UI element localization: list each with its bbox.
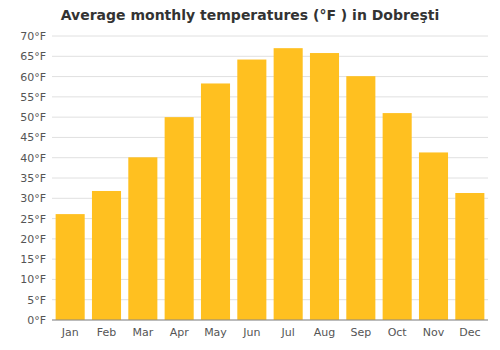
x-tick-label: Jan xyxy=(61,326,79,339)
x-axis-line xyxy=(52,320,488,321)
y-tick-label: 55°F xyxy=(20,91,46,104)
x-tick-label: Jul xyxy=(281,326,295,339)
y-tick-label: 10°F xyxy=(20,273,46,286)
bar xyxy=(383,113,412,320)
x-tick-label: Jun xyxy=(242,326,260,339)
bar xyxy=(56,214,85,320)
bar xyxy=(128,157,157,320)
grid-line xyxy=(52,117,488,118)
bars xyxy=(56,48,485,320)
y-tick-label: 20°F xyxy=(20,233,46,246)
x-tick-label: Dec xyxy=(459,326,480,339)
x-tick-label: Aug xyxy=(314,326,335,339)
y-tick-label: 65°F xyxy=(20,50,46,63)
y-tick-label: 15°F xyxy=(20,253,46,266)
x-tick-label: Apr xyxy=(170,326,190,339)
grid-line xyxy=(52,137,488,138)
bar xyxy=(274,48,303,320)
grid-line xyxy=(52,76,488,77)
chart-container: Average monthly temperatures (°F ) in Do… xyxy=(0,0,500,350)
x-tick-label: Nov xyxy=(423,326,445,339)
x-tick-label: Oct xyxy=(388,326,408,339)
y-tick-label: 25°F xyxy=(20,213,46,226)
y-tick-label: 70°F xyxy=(20,30,46,43)
y-tick-label: 35°F xyxy=(20,172,46,185)
x-tick-label: Mar xyxy=(132,326,153,339)
bar xyxy=(346,76,375,320)
grid xyxy=(52,36,488,320)
grid-line xyxy=(52,36,488,37)
y-tick-label: 60°F xyxy=(20,71,46,84)
y-axis: 0°F 5°F 10°F 15°F 20°F 25°F 30°F 35°F 40°F 45°F 50… xyxy=(20,30,46,327)
x-tick-label: May xyxy=(204,326,227,339)
bar xyxy=(455,193,484,320)
bar xyxy=(165,117,194,320)
y-tick-label: 30°F xyxy=(20,192,46,205)
grid-line xyxy=(52,56,488,57)
y-tick-label: 0°F xyxy=(27,314,46,327)
y-tick-label: 45°F xyxy=(20,131,46,144)
y-tick-label: 40°F xyxy=(20,152,46,165)
bar xyxy=(310,53,339,320)
bar xyxy=(237,60,266,320)
x-tick-label: Feb xyxy=(97,326,116,339)
grid-line xyxy=(52,320,488,321)
bar xyxy=(201,83,230,320)
x-axis: Jan Feb Mar Apr May Jun Jul Aug Sep Oct Nov Dec xyxy=(52,320,488,339)
grid-line xyxy=(52,96,488,97)
chart-svg: Average monthly temperatures (°F ) in Do… xyxy=(0,0,500,350)
chart-title: Average monthly temperatures (°F ) in Do… xyxy=(61,7,439,23)
y-tick-label: 50°F xyxy=(20,111,46,124)
bar xyxy=(419,152,448,320)
x-tick-label: Sep xyxy=(350,326,371,339)
y-tick-label: 5°F xyxy=(27,294,46,307)
bar xyxy=(92,191,121,320)
